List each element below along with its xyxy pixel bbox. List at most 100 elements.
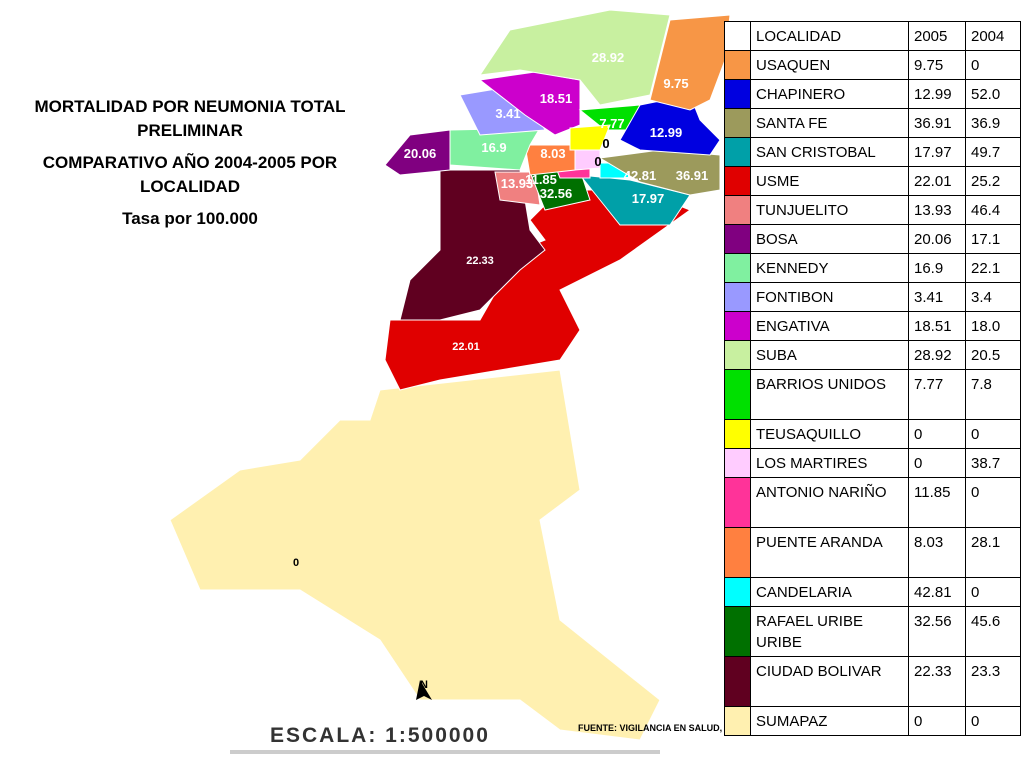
table-row: USME 22.01 25.2 <box>724 166 1021 196</box>
value-2004: 18.0 <box>965 311 1021 341</box>
value-2004: 36.9 <box>965 108 1021 138</box>
value-2005: 0 <box>908 448 966 478</box>
district <box>399 169 546 321</box>
value-2005: 12.99 <box>908 79 966 109</box>
value-2005: 9.75 <box>908 50 966 80</box>
color-swatch <box>724 477 751 528</box>
table-row: FONTIBON 3.41 3.4 <box>724 282 1021 312</box>
value-2005: 7.77 <box>908 369 966 420</box>
district-label: 11.85 <box>525 172 557 187</box>
header-cell: 2004 <box>965 21 1021 51</box>
value-2004: 0 <box>965 477 1021 528</box>
value-2005: 36.91 <box>908 108 966 138</box>
header-cell: 2005 <box>908 21 966 51</box>
color-swatch <box>724 706 751 736</box>
district-label: 7.77 <box>599 116 624 131</box>
district <box>478 9 671 106</box>
value-2004: 49.7 <box>965 137 1021 167</box>
district-label: 20.06 <box>404 146 437 161</box>
district-label: 0 <box>594 154 601 169</box>
district-label: 42.81 <box>624 168 657 183</box>
value-2004: 17.1 <box>965 224 1021 254</box>
color-swatch <box>724 195 751 225</box>
district-label: 3.41 <box>495 106 520 121</box>
scale-bar-shadow <box>230 750 660 754</box>
header-cell: LOCALIDAD <box>750 21 909 51</box>
value-2004: 0 <box>965 706 1021 736</box>
table-row: RAFAEL URIBE URIBE 32.56 45.6 <box>724 606 1021 657</box>
locality-name: BOSA <box>750 224 909 254</box>
color-swatch <box>724 224 751 254</box>
locality-name: CIUDAD BOLIVAR <box>750 656 909 707</box>
locality-name: CANDELARIA <box>750 577 909 607</box>
table-row: CANDELARIA 42.81 0 <box>724 577 1021 607</box>
value-2005: 18.51 <box>908 311 966 341</box>
district-label: 0 <box>602 136 609 151</box>
table-row: SAN CRISTOBAL 17.97 49.7 <box>724 137 1021 167</box>
color-swatch <box>724 527 751 578</box>
locality-name: FONTIBON <box>750 282 909 312</box>
value-2004: 0 <box>965 577 1021 607</box>
color-swatch <box>724 606 751 657</box>
table-row: PUENTE ARANDA 8.03 28.1 <box>724 527 1021 578</box>
title-line: MORTALIDAD POR NEUMONIA TOTAL PRELIMINAR <box>34 97 346 140</box>
table-row: CIUDAD BOLIVAR 22.33 23.3 <box>724 656 1021 707</box>
scale-label: ESCALA: 1:500000 <box>270 724 490 747</box>
district-label: 36.91 <box>676 168 709 183</box>
locality-name: BARRIOS UNIDOS <box>750 369 909 420</box>
title-line: COMPARATIVO AÑO 2004-2005 POR LOCALIDAD <box>42 153 338 196</box>
locality-name: ANTONIO NARIÑO <box>750 477 909 528</box>
value-2005: 22.01 <box>908 166 966 196</box>
value-2004: 0 <box>965 419 1021 449</box>
value-2004: 3.4 <box>965 282 1021 312</box>
value-2005: 13.93 <box>908 195 966 225</box>
value-2005: 3.41 <box>908 282 966 312</box>
district-label: 0 <box>293 557 299 569</box>
value-2004: 20.5 <box>965 340 1021 370</box>
district <box>169 369 661 741</box>
districts <box>169 9 731 741</box>
locality-name: LOS MARTIRES <box>750 448 909 478</box>
color-swatch <box>724 79 751 109</box>
value-2004: 0 <box>965 50 1021 80</box>
district <box>649 14 731 111</box>
north-label: N <box>420 679 428 691</box>
value-2005: 32.56 <box>908 606 966 657</box>
color-swatch <box>724 577 751 607</box>
district-label: 8.03 <box>540 146 565 161</box>
table-row: ENGATIVA 18.51 18.0 <box>724 311 1021 341</box>
value-2005: 42.81 <box>908 577 966 607</box>
locality-name: RAFAEL URIBE URIBE <box>750 606 909 657</box>
district <box>569 124 611 151</box>
table-row: KENNEDY 16.9 22.1 <box>724 253 1021 283</box>
color-swatch <box>724 448 751 478</box>
value-2005: 11.85 <box>908 477 966 528</box>
district-label: 22.33 <box>466 255 494 267</box>
locality-name: SUBA <box>750 340 909 370</box>
color-swatch <box>724 253 751 283</box>
legend-table: LOCALIDAD 2005 2004 USAQUEN 9.75 0 CHAPINERO 12… <box>724 21 1021 736</box>
color-swatch <box>724 419 751 449</box>
table-row: SUBA 28.92 20.5 <box>724 340 1021 370</box>
district-label: 16.9 <box>481 140 506 155</box>
value-2005: 0 <box>908 419 966 449</box>
color-swatch <box>724 282 751 312</box>
value-2004: 38.7 <box>965 448 1021 478</box>
value-2004: 46.4 <box>965 195 1021 225</box>
locality-name: SUMAPAZ <box>750 706 909 736</box>
table-row: BARRIOS UNIDOS 7.77 7.8 <box>724 369 1021 420</box>
district <box>524 144 576 176</box>
value-2005: 8.03 <box>908 527 966 578</box>
value-2004: 28.1 <box>965 527 1021 578</box>
table-row: LOS MARTIRES 0 38.7 <box>724 448 1021 478</box>
table-row: USAQUEN 9.75 0 <box>724 50 1021 80</box>
table-row: SANTA FE 36.91 36.9 <box>724 108 1021 138</box>
swatch-cell <box>724 21 751 51</box>
color-swatch <box>724 340 751 370</box>
locality-name: SAN CRISTOBAL <box>750 137 909 167</box>
locality-name: ENGATIVA <box>750 311 909 341</box>
north-arrow <box>416 680 432 700</box>
color-swatch <box>724 50 751 80</box>
source-note: FUENTE: VIGILANCIA EN SALUD, SALA SITUAC… <box>578 723 835 733</box>
